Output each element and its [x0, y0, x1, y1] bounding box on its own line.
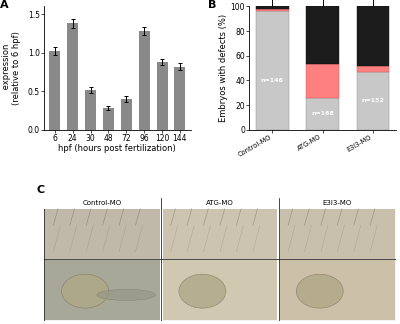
X-axis label: hpf (hours post fertilization): hpf (hours post fertilization): [58, 144, 176, 153]
Text: B: B: [208, 0, 217, 10]
Ellipse shape: [296, 274, 343, 308]
Text: A: A: [0, 0, 9, 10]
Text: C: C: [37, 185, 45, 195]
Bar: [306, 6, 339, 64]
Bar: [85, 90, 96, 130]
Bar: [67, 23, 78, 130]
Text: expression
(relative to 6 hpf): expression (relative to 6 hpf): [2, 31, 22, 105]
Bar: [306, 98, 339, 130]
Bar: [357, 6, 389, 66]
Bar: [256, 6, 289, 9]
Text: E3I3-MO: E3I3-MO: [323, 200, 352, 206]
Bar: [45, 260, 160, 320]
Ellipse shape: [179, 274, 226, 308]
Ellipse shape: [97, 289, 156, 300]
Bar: [256, 9, 289, 11]
Bar: [174, 66, 186, 130]
Bar: [162, 260, 278, 320]
Bar: [280, 260, 395, 320]
Bar: [279, 198, 396, 209]
Bar: [280, 209, 395, 259]
Text: fars2: fars2: [0, 57, 2, 79]
Bar: [162, 209, 278, 259]
Bar: [121, 99, 132, 130]
Text: n=146: n=146: [261, 78, 284, 83]
Text: Control-MO: Control-MO: [83, 200, 122, 206]
Bar: [357, 66, 389, 72]
Text: n=168: n=168: [311, 111, 334, 116]
Text: n=152: n=152: [362, 98, 384, 103]
Bar: [156, 62, 168, 130]
Bar: [139, 31, 150, 130]
Bar: [161, 198, 279, 209]
Bar: [256, 11, 289, 130]
Ellipse shape: [62, 274, 108, 308]
Bar: [45, 209, 160, 259]
Bar: [357, 72, 389, 130]
Y-axis label: Embryos with defects (%): Embryos with defects (%): [219, 14, 228, 122]
Bar: [49, 51, 60, 130]
Bar: [103, 108, 114, 130]
Bar: [44, 198, 161, 209]
Text: ATG-MO: ATG-MO: [206, 200, 234, 206]
Bar: [306, 64, 339, 98]
